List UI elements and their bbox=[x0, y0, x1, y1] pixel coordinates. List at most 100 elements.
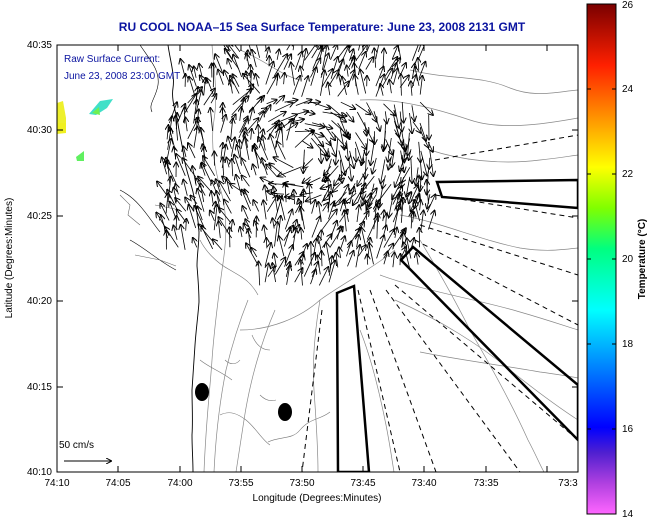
current-vector bbox=[220, 115, 226, 133]
station-marker-1 bbox=[195, 383, 209, 401]
sst-patch-yellow-small bbox=[57, 123, 66, 133]
current-vector bbox=[303, 111, 315, 113]
current-vector bbox=[369, 243, 374, 265]
current-vector bbox=[190, 196, 198, 205]
current-vector bbox=[166, 162, 177, 184]
colorbar-tick-label: 24 bbox=[622, 84, 634, 95]
colorbar-tick-label: 26 bbox=[622, 0, 634, 11]
current-vector bbox=[227, 179, 230, 195]
sst-patch-green bbox=[76, 151, 84, 161]
current-vector bbox=[330, 45, 338, 61]
current-vector bbox=[284, 73, 285, 85]
current-vector bbox=[251, 129, 252, 140]
current-vector bbox=[399, 75, 409, 88]
current-vector bbox=[262, 158, 268, 176]
current-vector bbox=[401, 198, 403, 223]
current-vector bbox=[426, 195, 435, 213]
current-vector bbox=[181, 225, 186, 250]
current-vector bbox=[376, 235, 384, 259]
current-vector bbox=[349, 187, 354, 205]
current-vector bbox=[355, 103, 371, 114]
current-vector bbox=[346, 241, 351, 257]
current-vector bbox=[321, 251, 322, 267]
current-vector bbox=[166, 139, 171, 159]
current-vector bbox=[310, 67, 317, 86]
current-vector bbox=[176, 216, 177, 231]
current-vector bbox=[176, 116, 178, 141]
current-vector bbox=[162, 158, 168, 175]
current-vector bbox=[401, 129, 406, 151]
current-vector bbox=[409, 149, 411, 160]
current-vector bbox=[377, 213, 378, 239]
current-vector bbox=[240, 107, 242, 121]
current-vector bbox=[321, 210, 337, 230]
current-vector bbox=[420, 76, 422, 95]
current-vector bbox=[256, 74, 259, 87]
current-vector bbox=[258, 137, 269, 161]
current-vector bbox=[234, 45, 241, 52]
colorbar-tick-label: 18 bbox=[622, 339, 634, 350]
current-vector bbox=[403, 138, 411, 161]
current-vector bbox=[322, 111, 347, 116]
current-vector bbox=[328, 202, 335, 220]
current-vector bbox=[277, 142, 286, 160]
current-vector bbox=[265, 264, 268, 283]
current-vector bbox=[339, 247, 341, 259]
current-vector bbox=[394, 120, 401, 146]
current-vector bbox=[282, 123, 284, 148]
current-vector bbox=[380, 84, 383, 96]
current-vector bbox=[259, 262, 260, 286]
current-vector bbox=[365, 57, 373, 70]
current-vector bbox=[203, 89, 215, 106]
current-vector bbox=[327, 148, 329, 160]
current-vector bbox=[339, 129, 344, 149]
colorbar-tick-label: 16 bbox=[622, 424, 634, 435]
current-vector bbox=[277, 50, 279, 60]
current-vector bbox=[186, 219, 187, 231]
current-vector bbox=[295, 100, 312, 106]
current-vector bbox=[411, 81, 412, 96]
current-vector bbox=[268, 112, 285, 123]
current-time: June 23, 2008 23:00 GMT bbox=[64, 71, 180, 82]
current-vector bbox=[366, 138, 368, 155]
current-vector bbox=[320, 70, 324, 96]
current-vector bbox=[383, 130, 385, 151]
current-vector bbox=[252, 50, 257, 68]
current-vector bbox=[367, 255, 368, 265]
current-vector bbox=[272, 218, 274, 229]
current-vector bbox=[318, 267, 328, 286]
colorbar-tick-label: 20 bbox=[622, 254, 634, 265]
shoal-contours bbox=[199, 239, 331, 446]
current-vector bbox=[228, 137, 232, 149]
current-vector bbox=[176, 154, 186, 176]
current-vector bbox=[357, 184, 366, 203]
y-tick-label: 40:25 bbox=[27, 211, 52, 222]
current-vector bbox=[272, 263, 275, 283]
current-vector bbox=[366, 102, 377, 122]
y-tick-label: 40:15 bbox=[27, 382, 52, 393]
x-tick-label: 73:45 bbox=[350, 478, 375, 489]
current-vector bbox=[274, 258, 285, 275]
current-vector bbox=[213, 239, 223, 251]
current-vector bbox=[349, 157, 352, 181]
current-vector bbox=[338, 74, 341, 86]
x-tick-label: 74:10 bbox=[44, 478, 69, 489]
y-axis-label: Latitude (Degrees:Minutes) bbox=[4, 198, 15, 319]
current-vector bbox=[200, 183, 203, 203]
current-vector bbox=[259, 112, 263, 122]
current-vector bbox=[427, 141, 433, 152]
current-vector bbox=[302, 49, 306, 68]
current-vector bbox=[275, 96, 284, 105]
current-vector bbox=[360, 70, 367, 94]
inner-coast-line bbox=[119, 45, 177, 271]
current-vector bbox=[245, 137, 250, 160]
current-vector bbox=[361, 228, 366, 247]
current-vector bbox=[193, 127, 198, 149]
current-vector bbox=[345, 111, 353, 122]
current-vector bbox=[230, 80, 232, 94]
current-vector bbox=[242, 176, 250, 187]
current-vector bbox=[342, 77, 347, 95]
current-vector bbox=[310, 270, 316, 285]
current-vector-field bbox=[156, 45, 435, 286]
current-vector bbox=[231, 138, 235, 157]
